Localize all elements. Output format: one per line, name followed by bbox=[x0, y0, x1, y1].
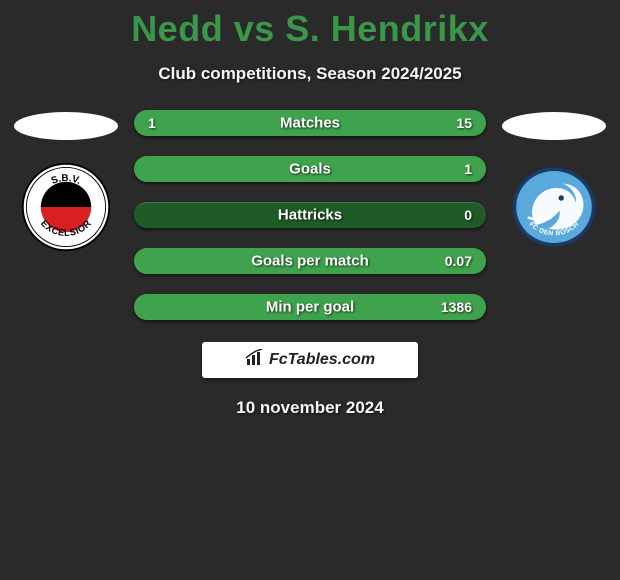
attribution-text: FcTables.com bbox=[269, 351, 375, 369]
right-side: FC DEN BOSCH bbox=[494, 110, 614, 252]
comparison-main: S.B.V. EXCELSIOR Matches 1 15 Goals 1 Hattric… bbox=[0, 110, 620, 320]
stat-bars: Matches 1 15 Goals 1 Hattricks 0 Goals per matc… bbox=[126, 110, 494, 320]
stat-value-right: 15 bbox=[456, 115, 472, 131]
comparison-title: Nedd vs S. Hendrikx bbox=[0, 0, 620, 50]
stat-label: Hattricks bbox=[278, 207, 342, 224]
right-team-logo: FC DEN BOSCH bbox=[509, 162, 599, 252]
left-side: S.B.V. EXCELSIOR bbox=[6, 110, 126, 252]
stat-value-right: 1 bbox=[464, 161, 472, 177]
stat-label: Matches bbox=[280, 115, 340, 132]
stat-bar: Matches 1 15 bbox=[134, 110, 486, 136]
stat-bar: Goals per match 0.07 bbox=[134, 248, 486, 274]
comparison-date: 10 november 2024 bbox=[0, 398, 620, 418]
stat-value-right: 0 bbox=[464, 207, 472, 223]
stat-value-right: 0.07 bbox=[445, 253, 472, 269]
stat-label: Goals per match bbox=[251, 253, 369, 270]
comparison-subtitle: Club competitions, Season 2024/2025 bbox=[0, 64, 620, 84]
left-team-logo: S.B.V. EXCELSIOR bbox=[21, 162, 111, 252]
chart-icon bbox=[245, 349, 265, 372]
stat-bar: Min per goal 1386 bbox=[134, 294, 486, 320]
stat-bar: Hattricks 0 bbox=[134, 202, 486, 228]
stat-value-left: 1 bbox=[148, 115, 156, 131]
stat-label: Goals bbox=[289, 161, 331, 178]
right-ellipse bbox=[502, 112, 606, 140]
stat-value-right: 1386 bbox=[441, 299, 472, 315]
left-ellipse bbox=[14, 112, 118, 140]
attribution-badge[interactable]: FcTables.com bbox=[202, 342, 418, 378]
stat-bar: Goals 1 bbox=[134, 156, 486, 182]
stat-label: Min per goal bbox=[266, 299, 354, 316]
